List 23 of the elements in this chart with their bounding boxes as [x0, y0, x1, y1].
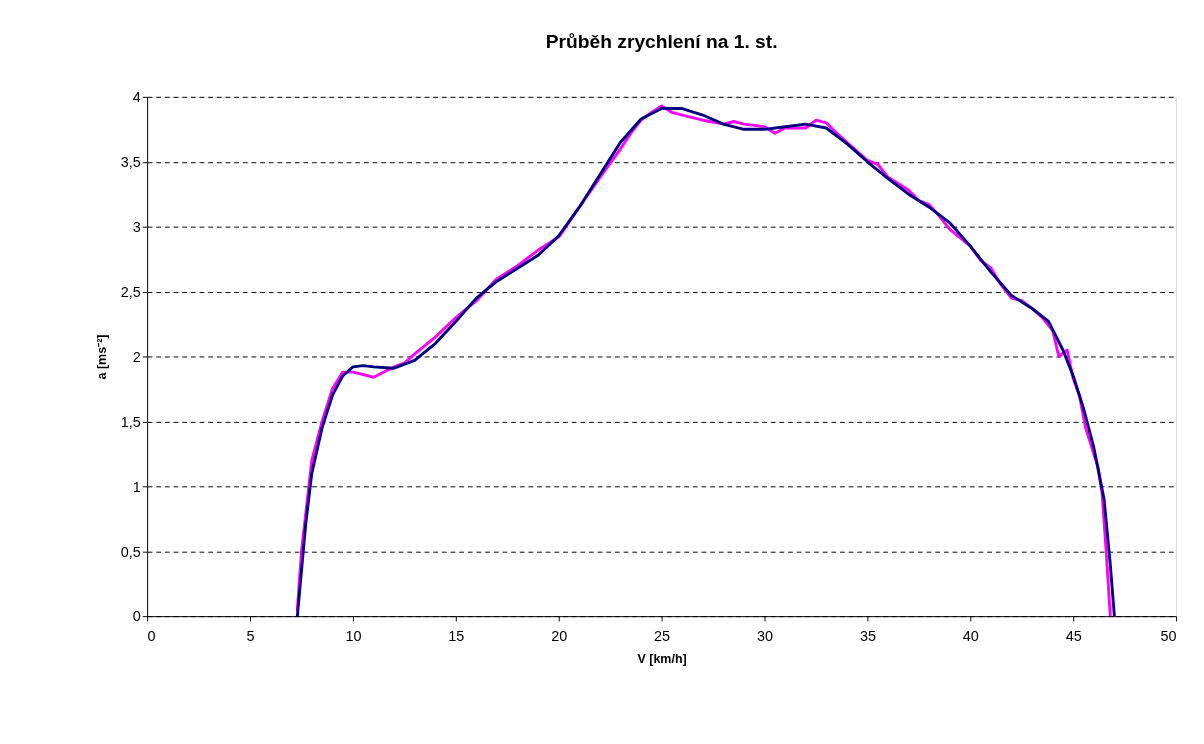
y-tick-label: 2,5 — [120, 283, 141, 300]
x-tick-label: 50 — [1160, 627, 1177, 644]
y-tick-label: 0,5 — [120, 543, 141, 560]
x-tick-label: 45 — [1065, 627, 1082, 644]
y-tick-label: 0 — [132, 608, 141, 625]
y-tick-label: 3 — [132, 218, 141, 235]
y-tick-label: 3,5 — [120, 154, 141, 171]
y-tick-label: 2 — [132, 348, 141, 365]
x-tick-label: 30 — [756, 627, 774, 644]
x-tick-label: 25 — [654, 627, 671, 644]
y-axis-title: a [ms⁻²] — [95, 334, 110, 380]
chart-title: Průběh zrychlení na 1. st. — [545, 30, 778, 52]
y-tick-label: 1 — [132, 478, 141, 495]
x-tick-label: 10 — [345, 627, 362, 644]
y-tick-label: 1,5 — [120, 413, 141, 430]
x-tick-label: 40 — [962, 627, 979, 644]
x-tick-label: 0 — [147, 627, 156, 644]
x-tick-label: 35 — [859, 627, 876, 644]
x-tick-label: 20 — [551, 627, 568, 644]
y-tick-label: 4 — [132, 89, 141, 106]
x-tick-label: 15 — [448, 627, 465, 644]
x-tick-label: 5 — [246, 627, 255, 644]
x-axis-title: V [km/h] — [637, 651, 687, 666]
